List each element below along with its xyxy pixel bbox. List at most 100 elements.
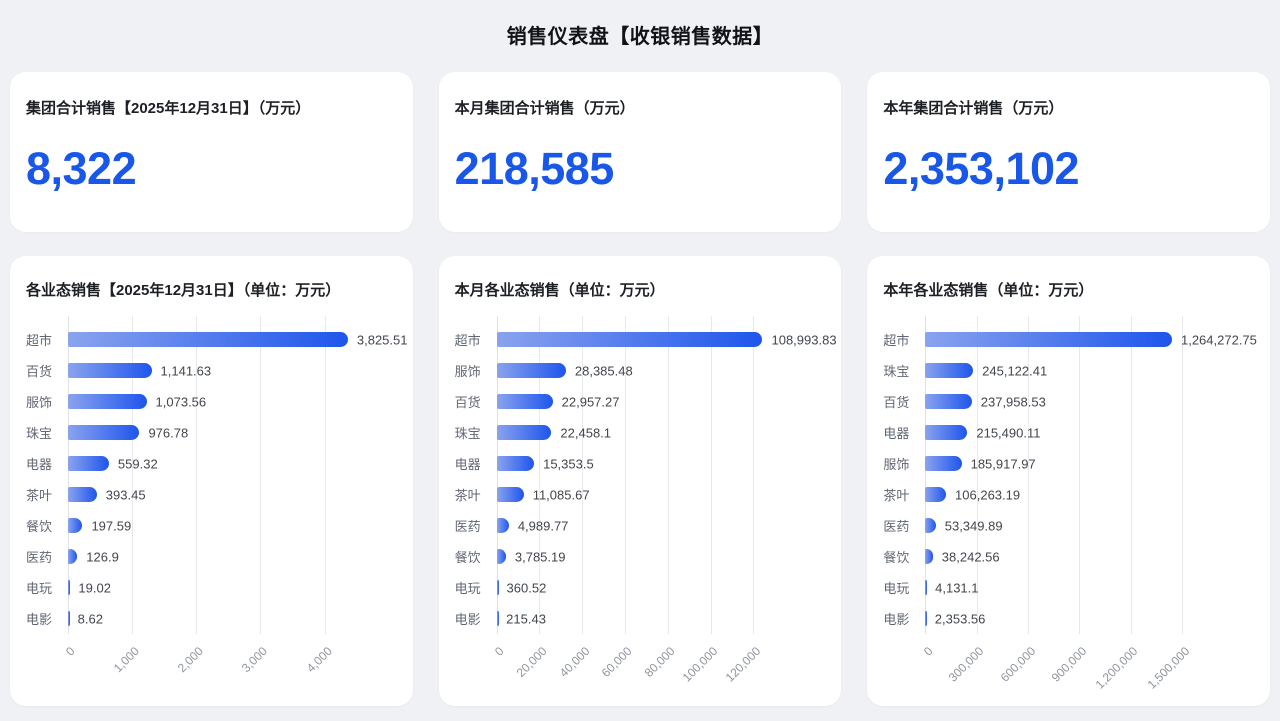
value-label: 28,385.48 [574, 363, 633, 378]
bar [68, 549, 78, 564]
axis-tick-label: 2,000 [175, 644, 207, 676]
bar [68, 394, 147, 409]
category-label: 医药 [454, 519, 481, 534]
bar-track: 559.32 [68, 456, 397, 471]
value-label: 1,264,272.75 [1180, 332, 1257, 347]
kpi-value: 2,353,102 [883, 143, 1080, 194]
bar-row: 超市 3,825.51 [26, 324, 407, 355]
category-label: 珠宝 [454, 426, 481, 441]
bar [925, 332, 1172, 347]
value-label: 976.78 [148, 425, 189, 440]
value-label: 245,122.41 [982, 363, 1048, 378]
axis-tick-label: 0 [491, 644, 507, 659]
chart-title: 各业态销售【2025年12月31日】（单位：万元） [26, 282, 341, 299]
bar [925, 425, 968, 440]
bar-track: 15,353.5 [496, 456, 826, 471]
bar-track: 976.78 [68, 425, 397, 440]
bar [496, 580, 499, 595]
bar-row: 百货 1,141.63 [26, 355, 397, 386]
value-label: 2,353.56 [934, 611, 986, 626]
bar [68, 518, 83, 533]
value-label: 19.02 [78, 580, 111, 595]
kpi-label: 本年集团合计销售（万元） [883, 100, 1064, 117]
value-label: 106,263.19 [955, 487, 1021, 502]
value-label: 11,085.67 [532, 487, 590, 502]
bar-row: 百货 237,958.53 [883, 386, 1254, 417]
bar-track: 215,490.11 [925, 425, 1254, 440]
value-label: 185,917.97 [970, 456, 1036, 471]
bar [925, 549, 933, 564]
chart-card-month-by-category: 本月各业态销售（单位：万元） 超市 108,993.83 服饰 28,385.48 百货… [438, 256, 842, 706]
plot-area: 超市 1,264,272.75 珠宝 245,122.41 百货 237,958.53 电器… [883, 316, 1257, 634]
value-label: 4,131.1 [935, 580, 979, 595]
bar-track: 22,957.27 [496, 394, 826, 409]
bar-row: 服饰 1,073.56 [26, 386, 397, 417]
value-label: 215.43 [506, 611, 546, 626]
bar [68, 332, 348, 347]
bar-row: 茶叶 393.45 [26, 479, 397, 510]
value-label: 215,490.11 [976, 425, 1041, 440]
category-label: 电玩 [26, 581, 53, 596]
chart-row: 各业态销售【2025年12月31日】（单位：万元） 超市 3,825.51 百货 1,… [10, 256, 1270, 706]
kpi-label: 集团合计销售【2025年12月31日】（万元） [26, 100, 311, 117]
bar-row: 电影 215.43 [455, 603, 826, 634]
category-label: 餐饮 [26, 519, 53, 534]
bar-track: 38,242.56 [925, 549, 1254, 564]
value-label: 8.62 [77, 611, 103, 626]
value-label: 360.52 [506, 580, 547, 595]
bar-track: 360.52 [496, 580, 826, 595]
value-label: 126.9 [86, 549, 119, 564]
bar-row: 电玩 360.52 [455, 572, 826, 603]
category-label: 百货 [454, 395, 481, 410]
bar [496, 394, 553, 409]
chart-rows: 超市 3,825.51 百货 1,141.63 服饰 1,073.56 珠宝 976.78 电器… [26, 324, 407, 634]
bar-track: 4,131.1 [925, 580, 1254, 595]
bar-track: 53,349.89 [925, 518, 1254, 533]
value-label: 38,242.56 [941, 549, 1000, 564]
bar-row: 超市 1,264,272.75 [883, 324, 1257, 355]
bar [925, 580, 928, 595]
bar-row: 医药 4,989.77 [455, 510, 826, 541]
axis-tick-label: 80,000 [641, 644, 678, 680]
bar-row: 电器 559.32 [26, 448, 397, 479]
bar-row: 餐饮 3,785.19 [455, 541, 826, 572]
category-label: 电影 [454, 612, 481, 627]
x-axis: 0 1,000 2,000 3,000 4,000 [63, 634, 361, 688]
bar-track: 2,353.56 [925, 611, 1254, 626]
bar-track: 3,825.51 [68, 332, 407, 347]
bar [496, 363, 566, 378]
bar-row: 餐饮 38,242.56 [883, 541, 1254, 572]
category-label: 超市 [454, 333, 481, 348]
value-label: 197.59 [91, 518, 132, 533]
category-label: 电玩 [883, 581, 910, 596]
category-label: 茶叶 [883, 488, 910, 503]
bar-track: 106,263.19 [925, 487, 1254, 502]
bar-chart-month: 超市 108,993.83 服饰 28,385.48 百货 22,957.27 珠宝 22,4… [454, 316, 837, 688]
bar [925, 456, 962, 471]
bar-track: 1,073.56 [68, 394, 397, 409]
bar-row: 服饰 185,917.97 [883, 448, 1254, 479]
category-label: 超市 [883, 333, 910, 348]
bar-track: 3,785.19 [496, 549, 826, 564]
chart-title: 本年各业态销售（单位：万元） [883, 282, 1094, 299]
bar-track: 215.43 [496, 611, 826, 626]
bar-track: 1,264,272.75 [925, 332, 1257, 347]
chart-rows: 超市 108,993.83 服饰 28,385.48 百货 22,957.27 珠宝 22,4… [454, 324, 837, 634]
kpi-label: 本月集团合计销售（万元） [454, 100, 635, 117]
plot-area: 超市 3,825.51 百货 1,141.63 服饰 1,073.56 珠宝 976.78 电器… [26, 316, 407, 634]
bar-row: 电器 215,490.11 [883, 417, 1254, 448]
bar-track: 22,458.1 [496, 425, 826, 440]
category-label: 茶叶 [454, 488, 481, 503]
axis-tick-label: 4,000 [303, 644, 335, 676]
bar [68, 487, 97, 502]
bar-track: 4,989.77 [496, 518, 826, 533]
value-label: 3,785.19 [514, 549, 566, 564]
value-label: 22,458.1 [560, 425, 612, 440]
bar [496, 456, 535, 471]
bar-track: 237,958.53 [925, 394, 1254, 409]
category-label: 服饰 [26, 395, 53, 410]
axis-tick-label: 900,000 [1048, 644, 1090, 685]
category-label: 餐饮 [454, 550, 481, 565]
bar [68, 611, 70, 626]
value-label: 1,073.56 [155, 394, 207, 409]
